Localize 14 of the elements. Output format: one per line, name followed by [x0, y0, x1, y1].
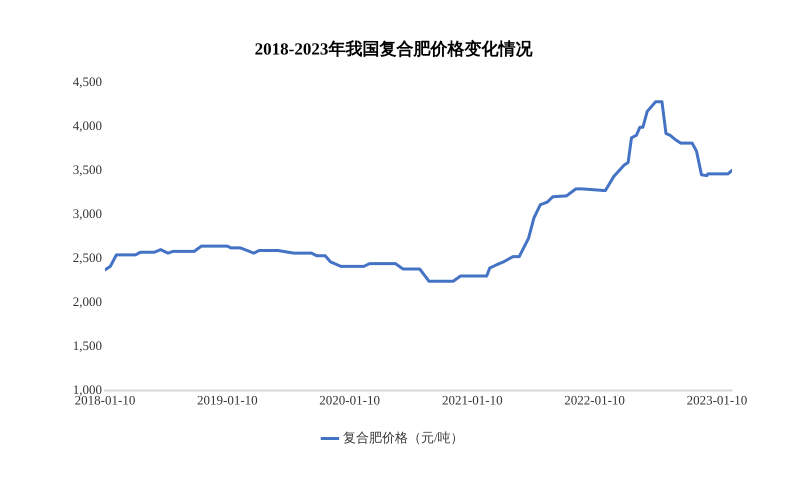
x-tick-label: 2021-01-10 [442, 392, 503, 408]
chart-title: 2018-2023年我国复合肥价格变化情况 [254, 40, 534, 59]
y-tick-label: 2,500 [72, 250, 102, 265]
x-tick-label: 2019-01-10 [196, 392, 258, 408]
x-tick-label: 2020-01-10 [319, 392, 380, 408]
y-tick-label: 2,000 [72, 294, 102, 309]
x-tick-label: 2022-01-10 [564, 392, 625, 408]
y-tick-label: 4,500 [72, 74, 102, 89]
legend-label: 复合肥价格（元/吨） [342, 430, 464, 445]
y-tick-label: 1,500 [72, 338, 102, 353]
y-tick-label: 4,000 [72, 118, 102, 133]
x-tick-label: 2023-01-10 [686, 392, 748, 408]
y-tick-label: 3,000 [72, 206, 102, 221]
y-tick-label: 3,500 [72, 162, 102, 177]
